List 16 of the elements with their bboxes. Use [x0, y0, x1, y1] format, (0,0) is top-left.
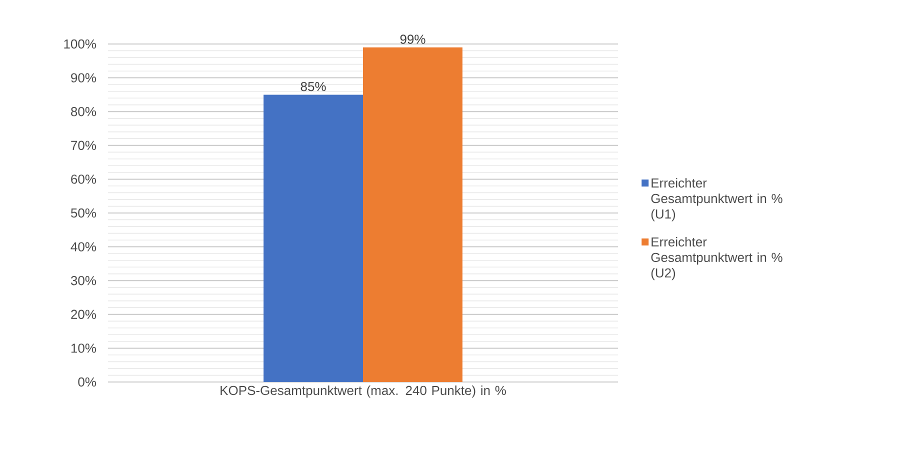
y-tick-label: 80%	[71, 106, 96, 116]
y-tick-label: 30%	[70, 276, 96, 286]
y-tick-label: 100%	[64, 39, 96, 49]
y-tick-label: 90%	[71, 73, 96, 82]
legend-label: Erreichter Gesamtpunktwert in % (U1)	[651, 178, 782, 222]
y-tick-label: 20%	[71, 310, 96, 319]
y-tick-label: 70%	[71, 140, 96, 150]
data-label: 99%	[400, 34, 426, 44]
y-tick-label: 10%	[71, 344, 96, 353]
data-label: 85%	[300, 82, 326, 92]
y-tick-label: 0%	[78, 377, 96, 387]
y-tick-label: 60%	[71, 174, 96, 184]
y-tick-label: 40%	[70, 242, 96, 252]
y-tick-label: 50%	[70, 208, 96, 218]
legend-label: Erreichter Gesamtpunktwert in % (U2)	[651, 236, 782, 280]
x-tick-label: KOPS-Gesamtpunktwert (max. 240 Punkte) in %	[220, 386, 506, 398]
